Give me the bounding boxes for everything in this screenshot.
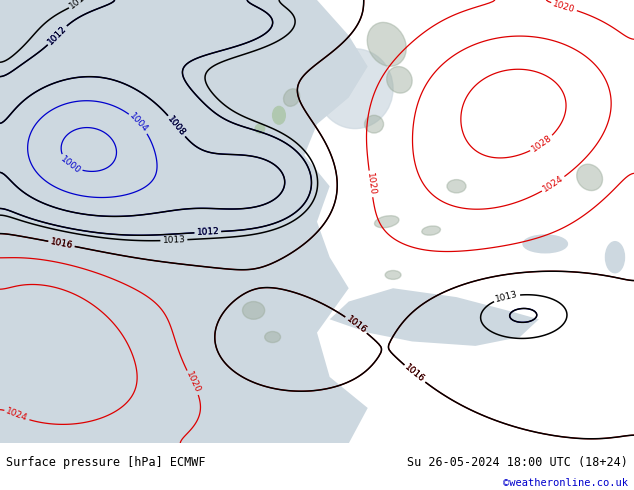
Text: 1012: 1012 [196,227,219,237]
Text: Surface pressure [hPa] ECMWF: Surface pressure [hPa] ECMWF [6,457,206,469]
Text: 1028: 1028 [530,134,553,154]
Text: 1020: 1020 [552,0,576,14]
Text: 1024: 1024 [4,407,29,423]
Ellipse shape [273,106,285,124]
PathPatch shape [0,0,368,443]
Text: 1016: 1016 [403,363,427,385]
Ellipse shape [605,242,624,273]
Text: 1016: 1016 [403,363,427,385]
Text: 1016: 1016 [49,237,74,250]
Text: 1020: 1020 [365,172,377,196]
Text: 1000: 1000 [58,154,82,175]
PathPatch shape [330,288,539,346]
Ellipse shape [375,216,399,228]
Text: 1004: 1004 [128,112,150,135]
Text: 1008: 1008 [166,114,188,138]
Ellipse shape [265,331,280,343]
Text: 1024: 1024 [541,174,566,194]
Text: 1016: 1016 [49,237,74,250]
Ellipse shape [242,301,265,319]
Ellipse shape [365,115,384,133]
Text: ©weatheronline.co.uk: ©weatheronline.co.uk [503,478,628,488]
Text: 1012: 1012 [46,24,68,47]
Text: 1008: 1008 [166,114,188,138]
Ellipse shape [387,67,412,93]
Text: 1012: 1012 [46,24,68,47]
Ellipse shape [447,180,466,193]
Text: Su 26-05-2024 18:00 UTC (18+24): Su 26-05-2024 18:00 UTC (18+24) [407,457,628,469]
Text: 1013: 1013 [162,235,186,245]
Ellipse shape [385,270,401,279]
Ellipse shape [317,49,393,128]
Ellipse shape [283,89,300,106]
Ellipse shape [255,124,265,133]
Text: 1013: 1013 [495,290,519,304]
Ellipse shape [523,235,567,253]
Text: 1016: 1016 [344,314,368,335]
Text: 1013: 1013 [68,0,91,11]
Text: 1016: 1016 [344,314,368,335]
Ellipse shape [422,226,441,235]
Ellipse shape [577,164,602,191]
Text: 1012: 1012 [196,227,219,237]
Ellipse shape [367,23,406,66]
Text: 1020: 1020 [184,370,202,395]
